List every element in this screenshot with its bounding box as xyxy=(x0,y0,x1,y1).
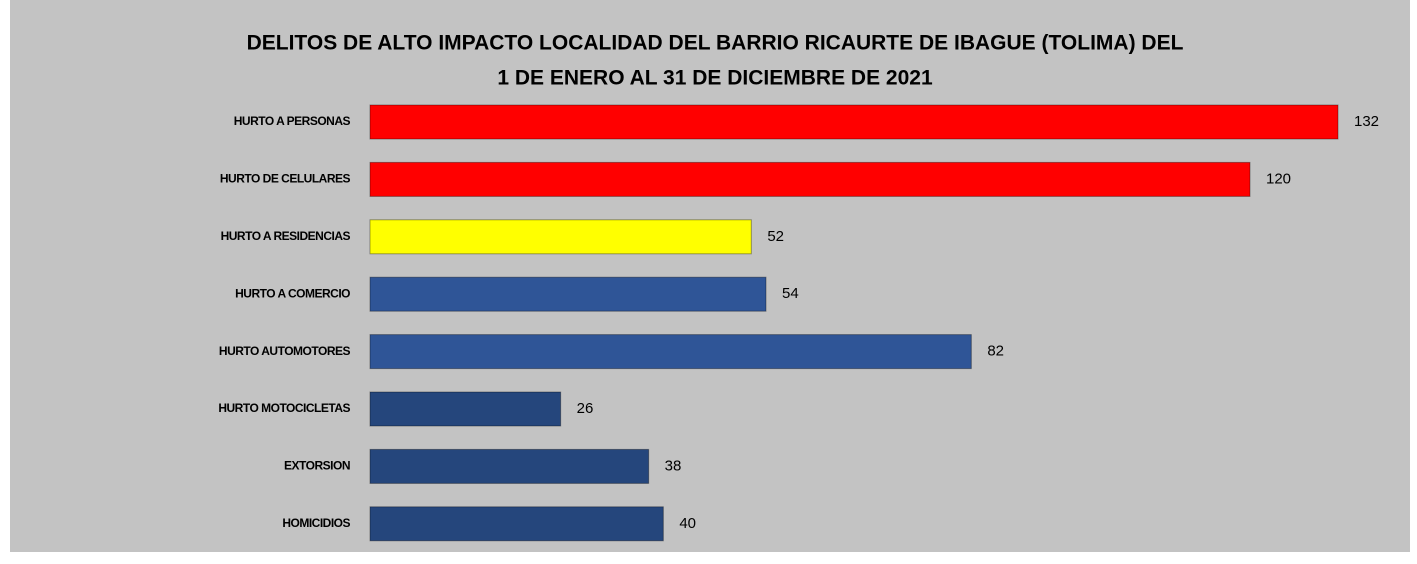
data-label: 26 xyxy=(577,400,594,417)
y-tick-label: HURTO AUTOMOTORES xyxy=(219,344,351,358)
y-tick-label: HOMICIDIOS xyxy=(282,516,350,530)
data-label: 40 xyxy=(679,515,696,532)
bar xyxy=(369,334,972,370)
data-label: 132 xyxy=(1354,113,1379,130)
chart-title: 1 DE ENERO AL 31 DE DICIEMBRE DE 2021 xyxy=(497,67,933,90)
chart-background xyxy=(10,0,1410,552)
chart-title: DELITOS DE ALTO IMPACTO LOCALIDAD DEL BA… xyxy=(247,32,1184,55)
y-tick-label: HURTO A RESIDENCIAS xyxy=(221,229,351,243)
y-tick-label: HURTO A PERSONAS xyxy=(234,114,351,128)
bar xyxy=(369,104,1339,140)
bar xyxy=(369,506,664,542)
y-tick-label: HURTO MOTOCICLETAS xyxy=(218,401,350,415)
data-label: 120 xyxy=(1266,170,1291,187)
y-tick-label: HURTO DE CELULARES xyxy=(220,172,351,186)
bar xyxy=(369,391,562,427)
data-label: 54 xyxy=(782,285,799,302)
bar xyxy=(369,448,650,484)
data-label: 82 xyxy=(987,343,1004,360)
data-label: 52 xyxy=(767,228,784,245)
y-tick-label: EXTORSION xyxy=(284,459,350,473)
data-label: 38 xyxy=(665,457,682,474)
bar xyxy=(369,161,1251,197)
bar xyxy=(369,276,767,312)
bar xyxy=(369,219,752,255)
y-tick-label: HURTO A COMERCIO xyxy=(235,286,350,300)
